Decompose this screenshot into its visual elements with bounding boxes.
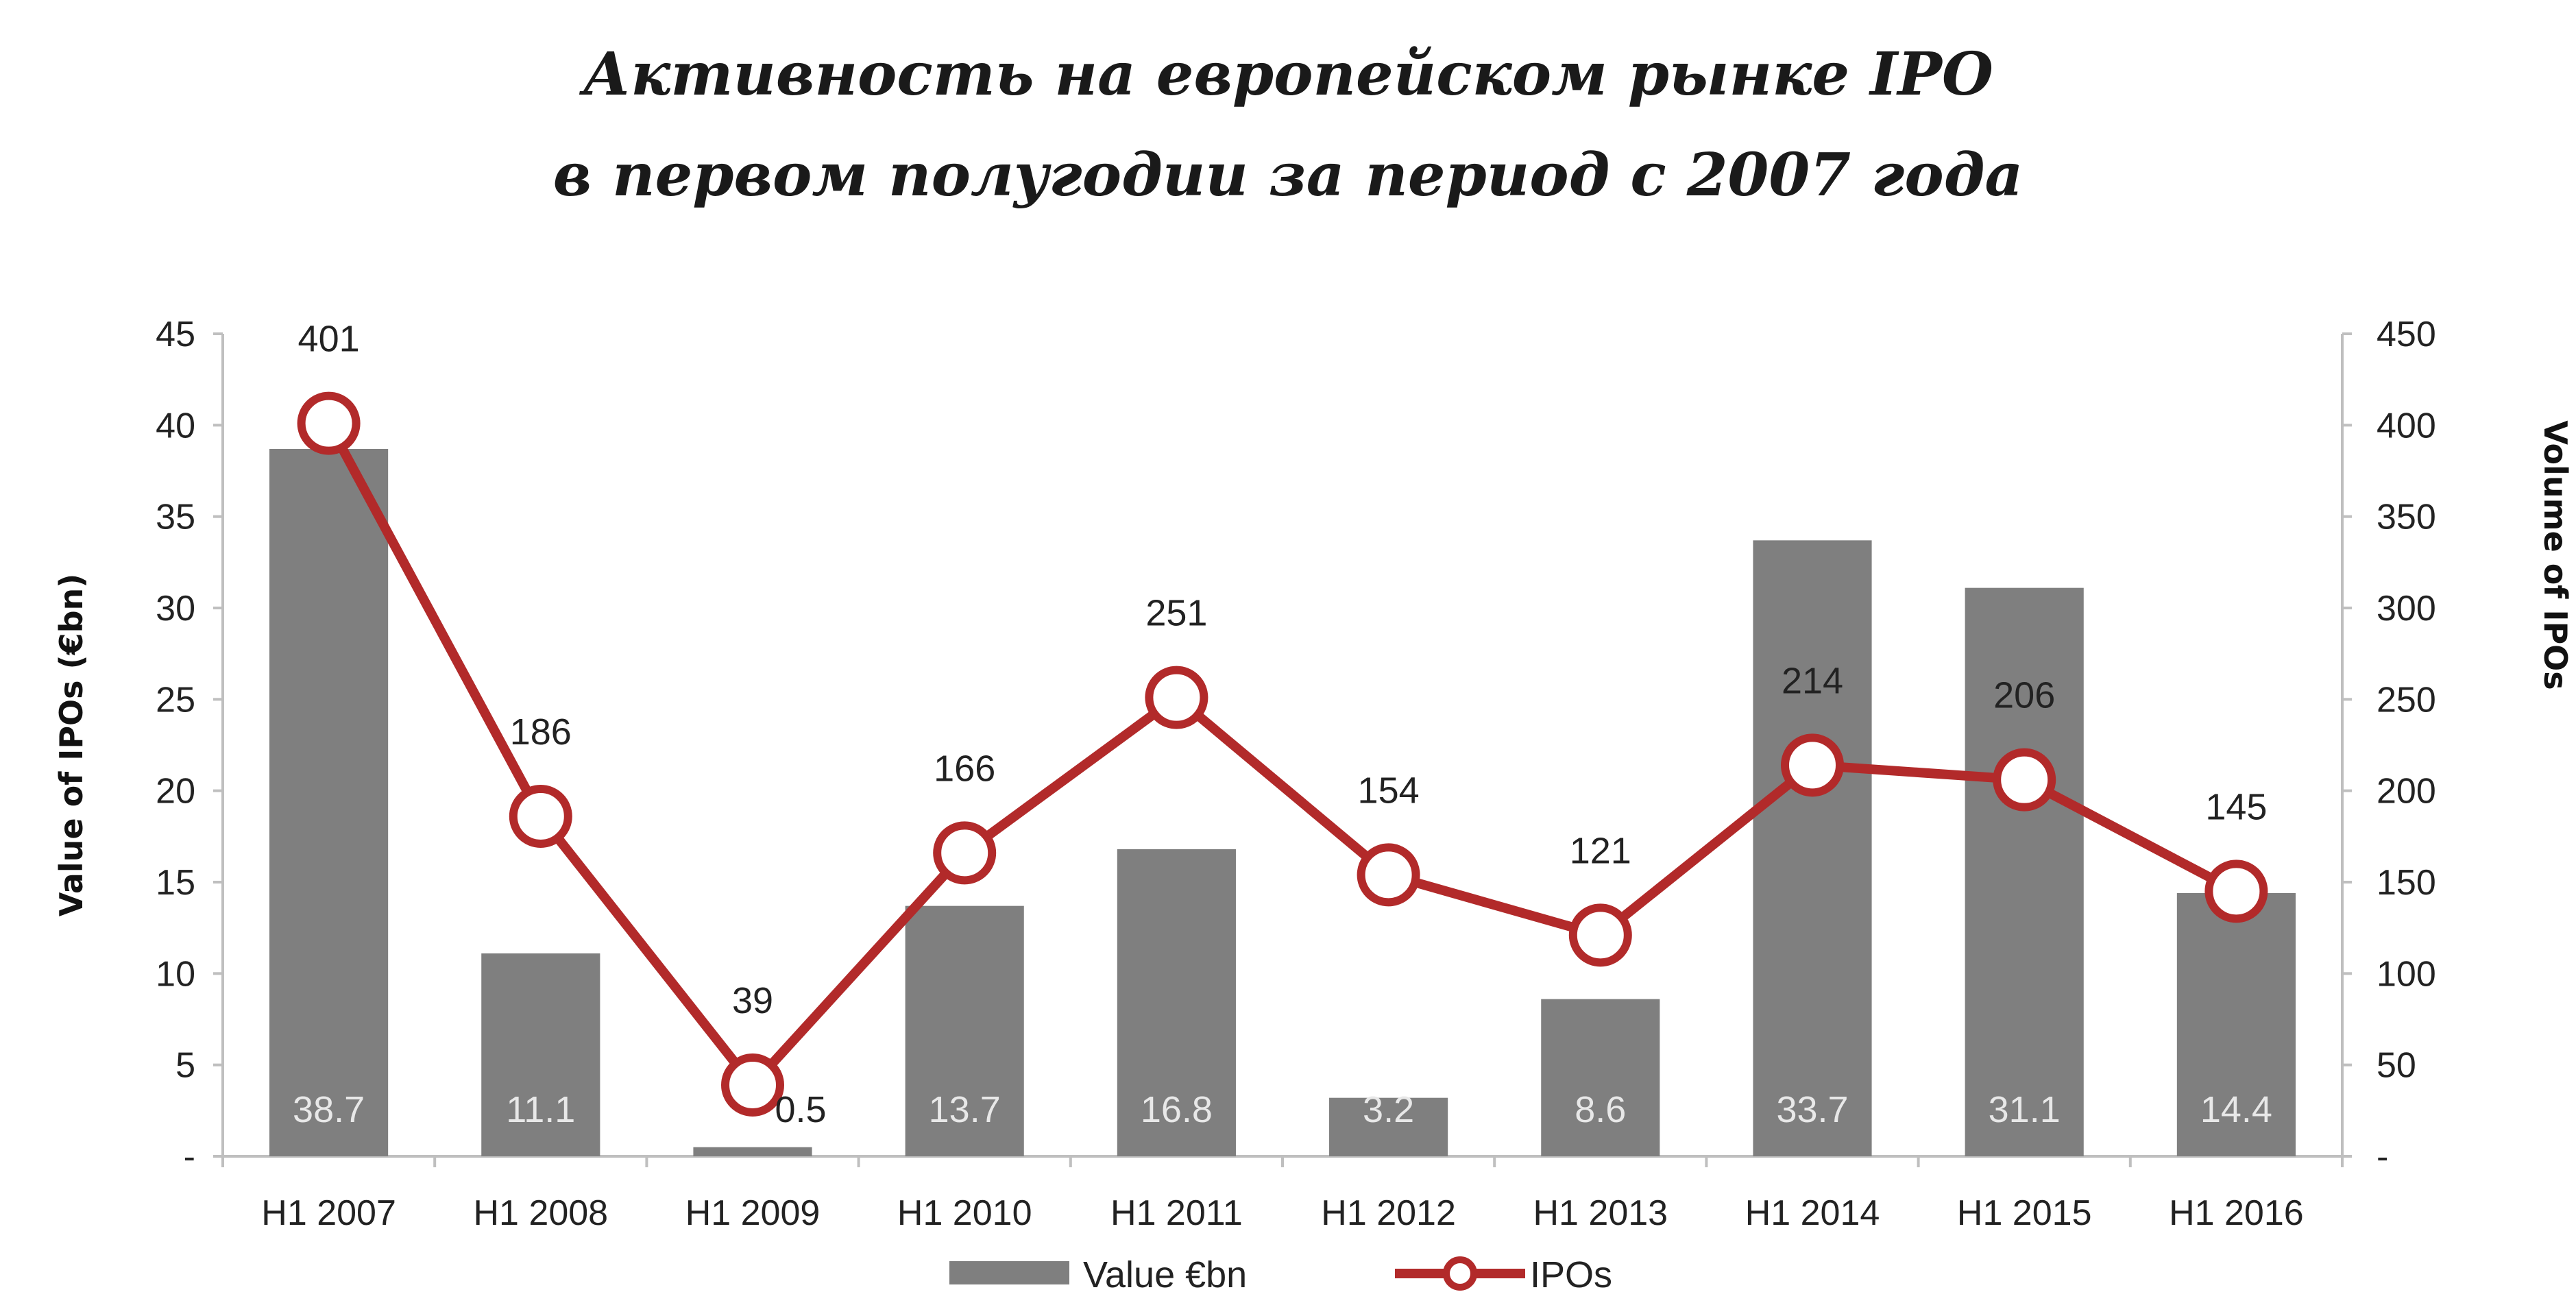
y-tick-label: 40 [156, 406, 195, 446]
y2-tick-label: 400 [2377, 406, 2436, 446]
legend: Value €bn IPOs [949, 1254, 1612, 1295]
bar [905, 905, 1024, 1156]
ipos-value-label: 186 [510, 711, 572, 753]
legend-swatch-ipos-marker [1443, 1256, 1477, 1291]
y-tick-label: 35 [156, 498, 195, 537]
ipos-line [324, 421, 2239, 1090]
y-tick-label: - [184, 1137, 195, 1177]
y-tick-label: 15 [156, 863, 195, 903]
bar-value-label: 0.5 [775, 1089, 826, 1130]
bar [1329, 1097, 1448, 1156]
ipos-value-label: 39 [732, 980, 773, 1021]
x-tick-label: H1 2014 [1745, 1193, 1880, 1233]
bar-value-label: 13.7 [929, 1089, 1001, 1130]
bar [269, 449, 389, 1156]
ipos-marker [1357, 843, 1420, 907]
bar-value-label: 3.2 [1363, 1089, 1414, 1130]
y2-tick-label: 100 [2377, 954, 2436, 994]
ipos-marker [2204, 860, 2268, 923]
legend-label-ipos: IPOs [1530, 1254, 1612, 1295]
bar [481, 953, 600, 1156]
x-tick-label: H1 2012 [1321, 1193, 1456, 1233]
bar-value-label: 33.7 [1776, 1089, 1848, 1130]
ipos-value-label: 166 [934, 748, 995, 789]
bar [693, 1147, 812, 1156]
ipos-value-label: 251 [1145, 593, 1207, 634]
x-tick-label: H1 2008 [473, 1193, 608, 1233]
bar [1753, 540, 1872, 1156]
ipos-marker [1781, 733, 1844, 797]
y-tick-label: 20 [156, 772, 195, 812]
ipos-value-label: 401 [298, 319, 360, 360]
bar [2176, 893, 2296, 1156]
y-tick-label: 45 [156, 315, 195, 354]
ipos-marker [1568, 903, 1632, 967]
bar-value-label: 31.1 [1989, 1089, 2061, 1130]
bar [1117, 849, 1236, 1156]
y2-tick-label: 350 [2377, 498, 2436, 537]
bar-value-label: 11.1 [506, 1089, 575, 1130]
x-tick-label: H1 2007 [261, 1193, 396, 1233]
y-tick-label: 25 [156, 680, 195, 720]
y-axis-label: Value of IPOs (€bn) [53, 574, 90, 917]
y2-tick-label: 300 [2377, 589, 2436, 629]
y2-tick-label: - [2377, 1137, 2388, 1177]
bar-value-label: 16.8 [1141, 1089, 1213, 1130]
bar [1541, 999, 1660, 1156]
y2-tick-label: 50 [2377, 1046, 2416, 1086]
y2-tick-label: 200 [2377, 772, 2436, 812]
ipos-marker [721, 1053, 784, 1117]
chart-title-line-1: Активность на европейском рынке IPO [579, 40, 1993, 109]
y2-tick-label: 150 [2377, 863, 2436, 903]
bar [1965, 587, 2084, 1156]
y-tick-label: 30 [156, 589, 195, 629]
ipos-value-label: 214 [1782, 660, 1843, 701]
y2-tick-label: 250 [2377, 680, 2436, 720]
y2-tick-label: 450 [2377, 315, 2436, 354]
x-tick-label: H1 2009 [685, 1193, 821, 1233]
y-tick-label: 10 [156, 954, 195, 994]
y2-axis-label: Volume of IPOs [2537, 420, 2574, 690]
ipos-marker [509, 785, 572, 848]
ipos-value-label: 145 [2205, 786, 2267, 827]
ipos-value-label: 154 [1358, 770, 1420, 811]
y-tick-label: 5 [175, 1046, 195, 1086]
x-tick-label: H1 2010 [897, 1193, 1032, 1233]
x-tick-label: H1 2013 [1533, 1193, 1668, 1233]
ipos-marker [933, 821, 997, 885]
ipos-value-label: 121 [1570, 830, 1631, 871]
bar-value-label: 14.4 [2200, 1089, 2272, 1130]
x-tick-label: H1 2015 [1957, 1193, 2092, 1233]
ipos-marker [1145, 666, 1208, 729]
ipos-value-label: 206 [1993, 675, 2055, 716]
legend-label-value: Value €bn [1083, 1254, 1247, 1295]
x-tick-label: H1 2016 [2169, 1193, 2304, 1233]
ipos-marker [1993, 748, 2056, 812]
bar-value-label: 38.7 [293, 1089, 365, 1130]
bar-value-label: 8.6 [1575, 1089, 1626, 1130]
ipos-marker [297, 391, 361, 455]
chart-title-line-2: в первом полугодии за период с 2007 года [553, 141, 2024, 210]
x-tick-label: H1 2011 [1110, 1193, 1243, 1233]
legend-swatch-value [949, 1261, 1069, 1284]
